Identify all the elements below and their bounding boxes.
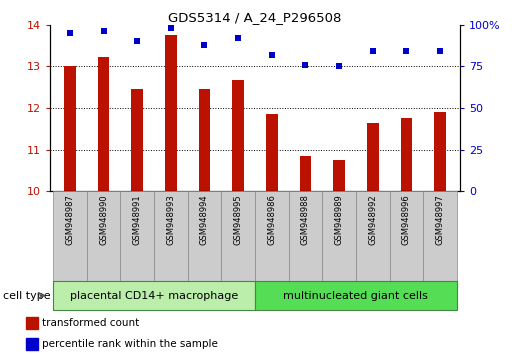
Bar <box>300 156 311 191</box>
Bar <box>434 112 446 191</box>
Bar <box>53 191 87 283</box>
Bar <box>289 191 322 283</box>
Text: GSM948987: GSM948987 <box>65 194 74 245</box>
Point <box>200 42 209 47</box>
Bar <box>53 281 255 310</box>
Bar <box>131 89 143 191</box>
Point <box>335 64 343 69</box>
Bar <box>423 191 457 283</box>
Bar <box>98 57 109 191</box>
Title: GDS5314 / A_24_P296508: GDS5314 / A_24_P296508 <box>168 11 342 24</box>
Text: GSM948993: GSM948993 <box>166 194 175 245</box>
Bar <box>333 160 345 191</box>
Bar <box>188 191 221 283</box>
Bar <box>26 338 38 350</box>
Text: multinucleated giant cells: multinucleated giant cells <box>283 291 428 301</box>
Point <box>301 62 310 68</box>
Bar <box>165 35 177 191</box>
Bar <box>401 118 412 191</box>
Point <box>268 52 276 58</box>
Point <box>402 48 411 54</box>
Text: GSM948994: GSM948994 <box>200 194 209 245</box>
Point <box>436 48 444 54</box>
Bar <box>367 122 379 191</box>
Bar <box>221 191 255 283</box>
Bar <box>255 281 457 310</box>
Bar <box>199 89 210 191</box>
Text: placental CD14+ macrophage: placental CD14+ macrophage <box>70 291 238 301</box>
Text: GSM948997: GSM948997 <box>436 194 445 245</box>
Bar <box>87 191 120 283</box>
Text: GSM948989: GSM948989 <box>335 194 344 245</box>
Text: GSM948990: GSM948990 <box>99 194 108 245</box>
Text: percentile rank within the sample: percentile rank within the sample <box>42 339 218 349</box>
Text: GSM948988: GSM948988 <box>301 194 310 245</box>
Bar <box>266 114 278 191</box>
Point <box>99 29 108 34</box>
Text: cell type: cell type <box>3 291 50 301</box>
Bar <box>255 191 289 283</box>
Text: GSM948992: GSM948992 <box>368 194 377 245</box>
Bar <box>64 67 76 191</box>
Point <box>369 48 377 54</box>
Text: GSM948995: GSM948995 <box>234 194 243 245</box>
Point <box>133 39 141 44</box>
Text: GSM948991: GSM948991 <box>133 194 142 245</box>
Text: GSM948986: GSM948986 <box>267 194 276 245</box>
Text: GSM948996: GSM948996 <box>402 194 411 245</box>
Bar <box>356 191 390 283</box>
Bar <box>120 191 154 283</box>
Point <box>167 25 175 31</box>
Bar <box>390 191 423 283</box>
Point <box>234 35 242 41</box>
Bar <box>26 318 38 329</box>
Text: transformed count: transformed count <box>42 318 139 329</box>
Bar <box>322 191 356 283</box>
Bar <box>154 191 188 283</box>
Point <box>66 30 74 36</box>
Bar <box>232 80 244 191</box>
